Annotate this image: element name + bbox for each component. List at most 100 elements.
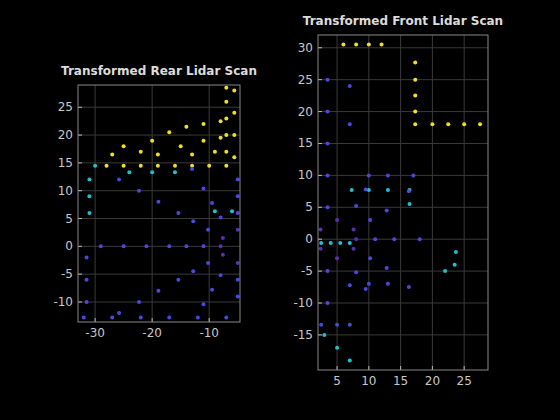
lidar-point	[176, 278, 180, 282]
lidar-point	[221, 236, 225, 240]
lidar-point	[117, 311, 121, 315]
lidar-point	[348, 84, 352, 88]
background	[0, 0, 560, 420]
lidar-point	[407, 285, 411, 289]
y-tick-label: 10	[298, 168, 313, 182]
tick-mark	[464, 366, 465, 370]
x-tick-label: 20	[425, 374, 440, 388]
lidar-point	[352, 247, 356, 251]
plot-frame	[78, 85, 240, 322]
lidar-point	[224, 116, 228, 120]
lidar-point	[348, 323, 352, 327]
lidar-point	[236, 211, 240, 215]
lidar-point	[348, 241, 352, 245]
lidar-point	[219, 119, 223, 123]
tick-mark	[368, 366, 369, 370]
lidar-point	[219, 244, 223, 248]
lidar-point	[232, 89, 236, 93]
tick-mark	[78, 218, 82, 219]
lidar-point	[99, 244, 103, 248]
lidar-point	[85, 255, 89, 259]
lidar-point	[210, 288, 214, 292]
lidar-point	[201, 244, 205, 248]
tick-mark	[78, 246, 82, 247]
lidar-point	[117, 178, 121, 182]
lidar-point	[156, 200, 160, 204]
lidar-point	[348, 122, 352, 126]
lidar-point	[348, 283, 352, 287]
tick-mark	[78, 162, 82, 163]
x-tick-label: -20	[142, 326, 162, 340]
lidar-point	[354, 237, 358, 241]
lidar-point	[221, 253, 225, 257]
lidar-point	[335, 323, 339, 327]
grid-line	[318, 143, 488, 144]
lidar-point	[408, 202, 412, 206]
lidar-point	[122, 244, 126, 248]
plot-area	[318, 35, 488, 370]
chart-title: Transformed Rear Lidar Scan	[61, 64, 257, 78]
plot-frame	[318, 35, 488, 370]
grid-line	[318, 175, 488, 176]
tick-mark	[318, 239, 322, 240]
lidar-point	[206, 261, 210, 265]
tick-mark	[318, 271, 322, 272]
lidar-point	[367, 173, 371, 177]
y-tick-label: -15	[293, 328, 313, 342]
lidar-point	[413, 78, 417, 82]
lidar-point	[322, 333, 326, 337]
lidar-point	[156, 164, 160, 168]
grid-line	[78, 190, 240, 191]
lidar-point	[232, 133, 236, 137]
lidar-point	[173, 170, 177, 174]
grid-line	[368, 35, 369, 370]
grid-line	[78, 162, 240, 163]
grid-line	[318, 79, 488, 80]
lidar-point	[156, 289, 160, 293]
lidar-point	[386, 282, 390, 286]
tick-mark	[152, 318, 153, 322]
lidar-point	[85, 278, 89, 282]
lidar-point	[326, 301, 330, 305]
grid-line	[95, 85, 96, 322]
lidar-point	[150, 139, 154, 143]
lidar-point	[173, 164, 177, 168]
lidar-point	[335, 218, 339, 222]
tick-mark	[78, 135, 82, 136]
lidar-point	[348, 358, 352, 362]
lidar-point	[127, 170, 131, 174]
grid-line	[78, 218, 240, 219]
tick-mark	[337, 366, 338, 370]
lidar-point	[478, 122, 482, 126]
lidar-point	[179, 144, 183, 148]
x-tick-label: 5	[333, 374, 341, 388]
lidar-point	[105, 164, 109, 168]
lidar-point	[338, 241, 342, 245]
lidar-point	[236, 261, 240, 265]
chart-title: Transformed Front Lidar Scan	[303, 14, 503, 28]
tick-mark	[318, 79, 322, 80]
lidar-point	[190, 167, 194, 171]
grid-line	[152, 85, 153, 322]
lidar-point	[196, 316, 200, 320]
lidar-point	[385, 266, 389, 270]
tick-mark	[318, 143, 322, 144]
tick-mark	[318, 47, 322, 48]
tick-mark	[318, 334, 322, 335]
figure: -30-20-10-10-50510152025Transformed Rear…	[0, 0, 560, 420]
lidar-point	[201, 186, 205, 190]
lidar-point	[407, 189, 411, 193]
points	[319, 43, 483, 363]
lidar-point	[213, 209, 217, 213]
lidar-point	[413, 110, 417, 114]
lidar-point	[139, 164, 143, 168]
lidar-point	[367, 282, 371, 286]
y-tick-label: -10	[53, 295, 73, 309]
lidar-point	[87, 178, 91, 182]
lidar-point	[219, 273, 223, 277]
y-tick-label: 10	[58, 184, 73, 198]
y-tick-label: 20	[298, 105, 313, 119]
lidar-point	[335, 346, 339, 350]
lidar-point	[413, 94, 417, 98]
x-tick-label: -30	[85, 326, 105, 340]
